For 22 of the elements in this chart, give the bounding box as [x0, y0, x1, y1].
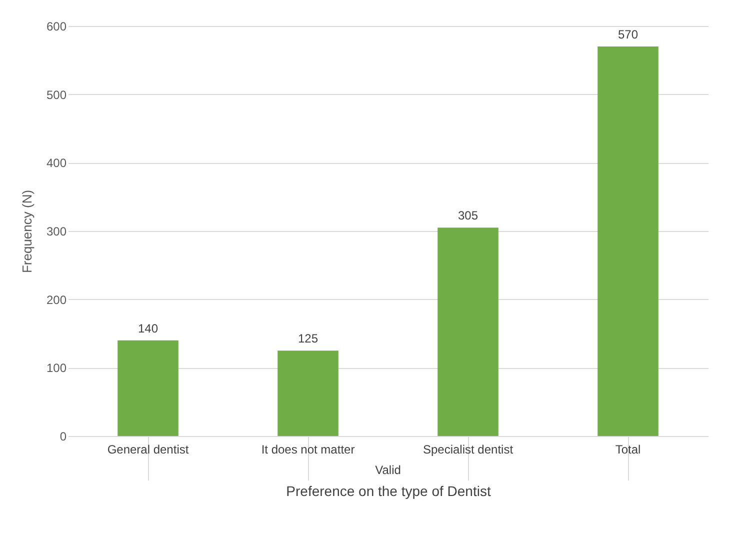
bar [438, 228, 498, 436]
x-tick-label: Total [615, 442, 641, 456]
x-axis-title: Preference on the type of Dentist [286, 483, 491, 499]
x-tick-label: General dentist [107, 442, 190, 456]
y-tick-label: 100 [46, 361, 67, 376]
y-tick-label: 400 [46, 156, 67, 170]
text: Valid [375, 463, 401, 477]
y-axis-title: Frequency (N) [19, 190, 34, 274]
bar [118, 340, 178, 436]
bar [598, 46, 658, 436]
y-tick-label: 300 [46, 224, 67, 238]
bar [278, 350, 338, 436]
data-label: 305 [458, 208, 478, 223]
data-label: 125 [298, 332, 318, 346]
x-tick-label: It does not matter [261, 442, 355, 456]
y-tick-label: 200 [46, 292, 67, 307]
x-tick-label: Specialist dentist [422, 442, 514, 456]
data-label: 570 [618, 28, 638, 42]
data-label: 140 [138, 321, 158, 336]
y-tick-label: 0 [60, 430, 67, 444]
y-tick-label: 600 [46, 20, 67, 34]
y-tick-label: 500 [46, 88, 67, 102]
